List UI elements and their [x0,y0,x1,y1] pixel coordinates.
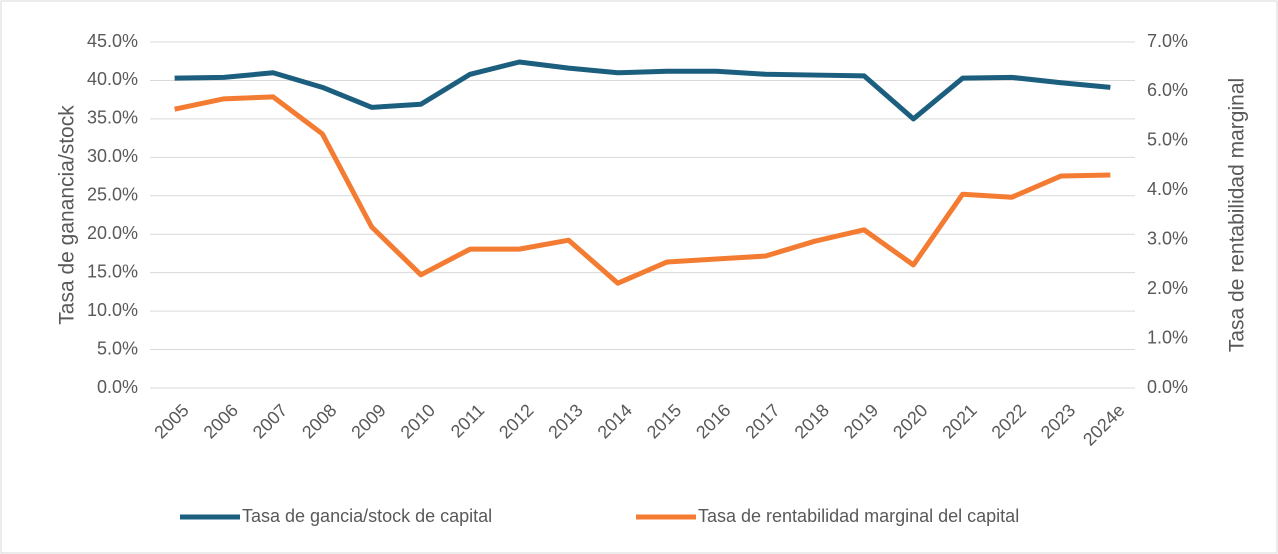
y2-tick-label: 0.0% [1147,377,1188,397]
y-tick-label: 40.0% [87,69,138,89]
legend-label: Tasa de gancia/stock de capital [242,506,492,526]
y2-tick-label: 3.0% [1147,228,1188,248]
y-tick-label: 30.0% [87,146,138,166]
y2-axis-title: Tasa de rentabilidad marginal [1226,78,1249,352]
y2-tick-label: 2.0% [1147,278,1188,298]
series-line [174,59,1111,122]
y-tick-label: 25.0% [87,185,138,205]
y-tick-label: 5.0% [97,338,138,358]
legend-label: Tasa de rentabilidad marginal del capita… [698,506,1019,526]
y-tick-label: 45.0% [87,31,138,51]
y-tick-label: 15.0% [87,261,138,281]
y2-tick-label: 4.0% [1147,179,1188,199]
y2-tick-label: 6.0% [1147,80,1188,100]
y2-tick-label: 7.0% [1147,31,1188,51]
y-axis-title: Tasa de ganancia/stock [56,105,79,325]
y-tick-label: 35.0% [87,108,138,128]
series-line [174,94,1111,286]
y2-tick-label: 1.0% [1147,327,1188,347]
y2-tick-label: 5.0% [1147,130,1188,150]
y-tick-label: 0.0% [97,377,138,397]
y-tick-label: 20.0% [87,223,138,243]
y-tick-label: 10.0% [87,300,138,320]
